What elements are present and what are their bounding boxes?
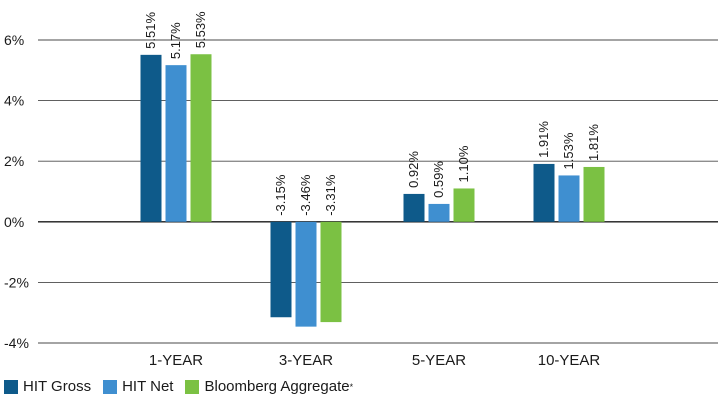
- bars: [140, 54, 605, 327]
- bar-hit-gross-10-year: [533, 163, 555, 222]
- y-tick-label: 6%: [4, 32, 24, 48]
- x-axis-categories: 1-YEAR 3-YEAR 5-YEAR 10-YEAR: [149, 352, 601, 369]
- data-label: 1.91%: [536, 121, 551, 158]
- data-label: 5.51%: [143, 12, 158, 49]
- data-label: 1.10%: [456, 145, 471, 182]
- bar-hit-net-3-year: [295, 221, 317, 327]
- data-label: 0.59%: [431, 161, 446, 198]
- legend-label-hit-net: HIT Net: [122, 378, 174, 395]
- data-label: 1.81%: [586, 124, 601, 161]
- x-category-label: 10-YEAR: [538, 352, 601, 369]
- data-label: -3.46%: [298, 174, 313, 216]
- bar-hit-gross-5-year: [403, 193, 425, 222]
- bar-hit-net-1-year: [165, 65, 187, 222]
- legend-item-hit-gross: HIT Gross: [4, 378, 91, 395]
- legend-swatch-hit-gross: [4, 379, 18, 394]
- bar-bloomberg-aggregate-1-year: [190, 54, 212, 222]
- y-axis-ticks: 6% 4% 2% 0% -2% -4%: [4, 32, 29, 351]
- bar-hit-gross-1-year: [140, 54, 162, 222]
- bar-hit-net-10-year: [558, 175, 580, 222]
- bar-bloomberg-aggregate-3-year: [320, 221, 342, 323]
- gridlines: [38, 39, 718, 344]
- y-tick-label: 0%: [4, 214, 24, 230]
- data-label: 1.53%: [561, 132, 576, 169]
- data-label: 5.17%: [168, 22, 183, 59]
- legend-swatch-bloomberg-aggregate: [185, 379, 200, 394]
- bar-bloomberg-aggregate-10-year: [583, 166, 605, 222]
- x-category-label: 5-YEAR: [412, 352, 466, 369]
- data-labels: 5.51% 5.17% 5.53% -3.15% -3.46% -3.31% 0.92% 0.…: [143, 11, 601, 216]
- x-category-label: 3-YEAR: [279, 352, 333, 369]
- y-tick-label: 2%: [4, 153, 24, 169]
- y-tick-label: 4%: [4, 93, 24, 109]
- legend-swatch-hit-net: [103, 379, 118, 394]
- legend-label-hit-gross: HIT Gross: [23, 378, 92, 395]
- data-label: -3.15%: [273, 174, 288, 216]
- bar-chart: 6% 4% 2% 0% -2% -4% 5.51% 5.17% 5.53% -3.15% -3.4…: [4, 11, 718, 369]
- legend-footnote-mark: *: [349, 381, 354, 392]
- legend-item-hit-net: HIT Net: [103, 378, 173, 395]
- legend-label-bloomberg-aggregate: Bloomberg Aggregate: [204, 378, 350, 395]
- data-label: -3.31%: [323, 174, 338, 216]
- bar-hit-gross-3-year: [270, 221, 292, 318]
- y-tick-label: -2%: [4, 274, 29, 290]
- legend: HIT Gross HIT Net Bloomberg Aggregate *: [4, 378, 365, 395]
- bar-bloomberg-aggregate-5-year: [453, 188, 475, 222]
- legend-item-bloomberg-aggregate: Bloomberg Aggregate *: [185, 378, 353, 395]
- x-category-label: 1-YEAR: [149, 352, 203, 369]
- bar-hit-net-5-year: [428, 203, 450, 222]
- y-tick-label: -4%: [4, 335, 29, 351]
- data-label: 0.92%: [406, 151, 421, 188]
- data-label: 5.53%: [193, 11, 208, 48]
